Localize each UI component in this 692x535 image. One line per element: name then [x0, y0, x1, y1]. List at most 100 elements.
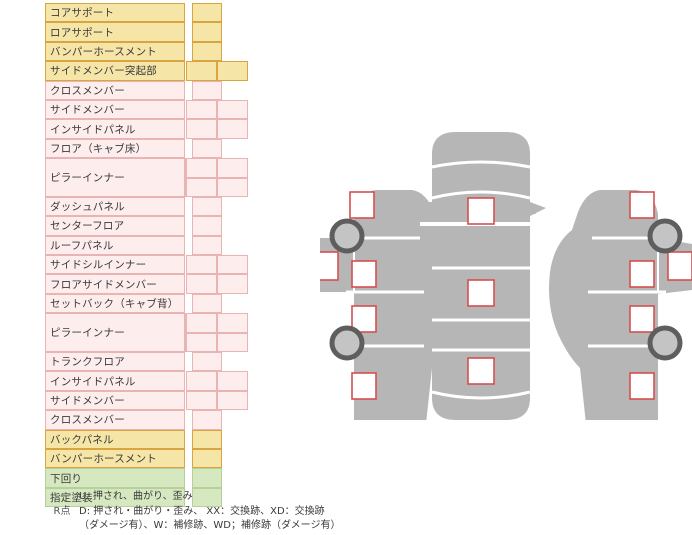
row-label: セットバック（キャブ背） — [45, 293, 185, 314]
mark-cell[interactable] — [186, 371, 217, 391]
inspection-table: コアサポート ロアサポート バンパーホースメント サイドメンバー突起部 クロスメンバーサ… — [45, 3, 250, 508]
mark-cell[interactable] — [192, 235, 222, 256]
row-label: ピラーインナー — [45, 313, 185, 353]
mark-cell[interactable] — [192, 468, 222, 488]
mark-cell[interactable] — [186, 332, 217, 353]
row-label: バンパーホースメント — [45, 41, 185, 62]
table-row: セットバック（キャブ背） — [45, 293, 250, 314]
table-row: D — [45, 332, 250, 353]
mark-cell[interactable] — [186, 274, 217, 294]
table-row: サイドメンバー突起部 — [45, 61, 250, 81]
wheel-icon — [647, 218, 683, 254]
mark-cell[interactable] — [192, 80, 222, 100]
legend-key-r-point: R点 — [53, 505, 71, 517]
mark-cell[interactable] — [192, 22, 222, 42]
marker-box — [349, 191, 375, 219]
table-row: ピラーインナーA — [45, 158, 250, 197]
row-label: クロスメンバー — [45, 410, 185, 430]
row-label: サイドメンバー — [45, 99, 185, 120]
table-row: バックパネル — [45, 429, 250, 449]
marker-box — [629, 372, 655, 400]
row-label: サイドメンバー突起部 — [45, 61, 185, 81]
marker-box — [467, 357, 495, 385]
table-row: サイドシルインナー — [45, 255, 250, 275]
marker-box — [629, 305, 655, 333]
row-label: コアサポート — [45, 3, 185, 23]
marker-box — [467, 197, 495, 225]
table-row: ロアサポート — [45, 22, 250, 42]
row-label: サイドメンバー — [45, 390, 185, 411]
mark-cell[interactable] — [192, 196, 222, 217]
legend-row-u: - U: 押され、曲がり、歪み — [45, 490, 465, 504]
legend-row-r: R点 D: 押され・曲がり・歪み、 XX：交換跡、XD：交換跡 — [45, 505, 465, 519]
mark-cell[interactable] — [217, 61, 248, 81]
row-label: フロアサイドメンバー — [45, 274, 185, 294]
mark-cell[interactable] — [192, 293, 222, 314]
mark-cell[interactable] — [192, 352, 222, 372]
mark-cell[interactable] — [217, 255, 248, 275]
mark-cell[interactable] — [192, 41, 222, 62]
mark-cell[interactable] — [217, 332, 248, 353]
mark-cell[interactable] — [186, 255, 217, 275]
mark-cell[interactable] — [217, 274, 248, 294]
table-row: ピラーインナーC — [45, 313, 250, 353]
mark-cell[interactable] — [192, 448, 222, 469]
car-body-diagram — [320, 120, 692, 420]
marker-box — [351, 260, 377, 288]
mark-cell[interactable] — [186, 61, 217, 81]
marker-box — [467, 279, 495, 307]
legend-key-dash: - — [60, 491, 64, 502]
wheel-icon — [329, 218, 365, 254]
legend: - U: 押され、曲がり、歪み R点 D: 押され・曲がり・歪み、 XX：交換跡… — [45, 490, 465, 533]
table-row: ルーフパネル — [45, 235, 250, 256]
table-row: ダッシュパネル — [45, 196, 250, 217]
table-row: フロア（キャブ床） — [45, 138, 250, 159]
table-row: バンパーホースメント — [45, 41, 250, 62]
row-label: ロアサポート — [45, 22, 185, 42]
row-label: フロア（キャブ床） — [45, 138, 185, 159]
legend-text-u: U: 押され、曲がり、歪み — [79, 491, 193, 502]
mark-cell[interactable] — [186, 158, 217, 178]
table-row: センターフロア — [45, 216, 250, 236]
mark-cell[interactable] — [192, 138, 222, 159]
wheel-icon — [329, 325, 365, 361]
right-side-view — [549, 190, 692, 420]
row-label: センターフロア — [45, 216, 185, 236]
row-label: ルーフパネル — [45, 235, 185, 256]
row-label: インサイドパネル — [45, 119, 185, 139]
marker-box — [629, 260, 655, 288]
mark-cell[interactable] — [217, 313, 248, 333]
mark-cell[interactable] — [186, 99, 217, 120]
marker-box — [351, 305, 377, 333]
row-label: 指定塗装 — [45, 487, 185, 508]
mark-cell[interactable] — [192, 429, 222, 449]
row-label: バックパネル — [45, 429, 185, 449]
mark-cell[interactable] — [192, 410, 222, 430]
row-label: ピラーインナー — [45, 158, 185, 197]
mark-cell[interactable] — [186, 390, 217, 411]
table-row: 下回り — [45, 468, 250, 488]
row-label: トランクフロア — [45, 352, 185, 372]
marker-box — [667, 251, 692, 281]
mark-cell[interactable] — [217, 158, 248, 178]
table-row: インサイドパネル — [45, 371, 250, 391]
mark-cell[interactable] — [217, 177, 248, 197]
mark-cell[interactable] — [186, 313, 217, 333]
mark-cell[interactable] — [186, 177, 217, 197]
mark-cell[interactable] — [192, 487, 222, 508]
mark-cell[interactable] — [217, 390, 248, 411]
table-row: インサイドパネル — [45, 119, 250, 139]
legend-text-continuation: （ダメージ有）、W：補修跡、WD；補修跡（ダメージ有） — [79, 520, 341, 531]
mark-cell[interactable] — [217, 99, 248, 120]
mark-cell[interactable] — [217, 371, 248, 391]
mark-cell[interactable] — [192, 216, 222, 236]
marker-box — [320, 251, 339, 281]
marker-box — [629, 191, 655, 219]
table-row: コアサポート — [45, 3, 250, 23]
table-row: クロスメンバー — [45, 80, 250, 100]
row-label: バンパーホースメント — [45, 448, 185, 469]
mark-cell[interactable] — [192, 3, 222, 23]
mark-cell[interactable] — [186, 119, 217, 139]
row-label: インサイドパネル — [45, 371, 185, 391]
mark-cell[interactable] — [217, 119, 248, 139]
